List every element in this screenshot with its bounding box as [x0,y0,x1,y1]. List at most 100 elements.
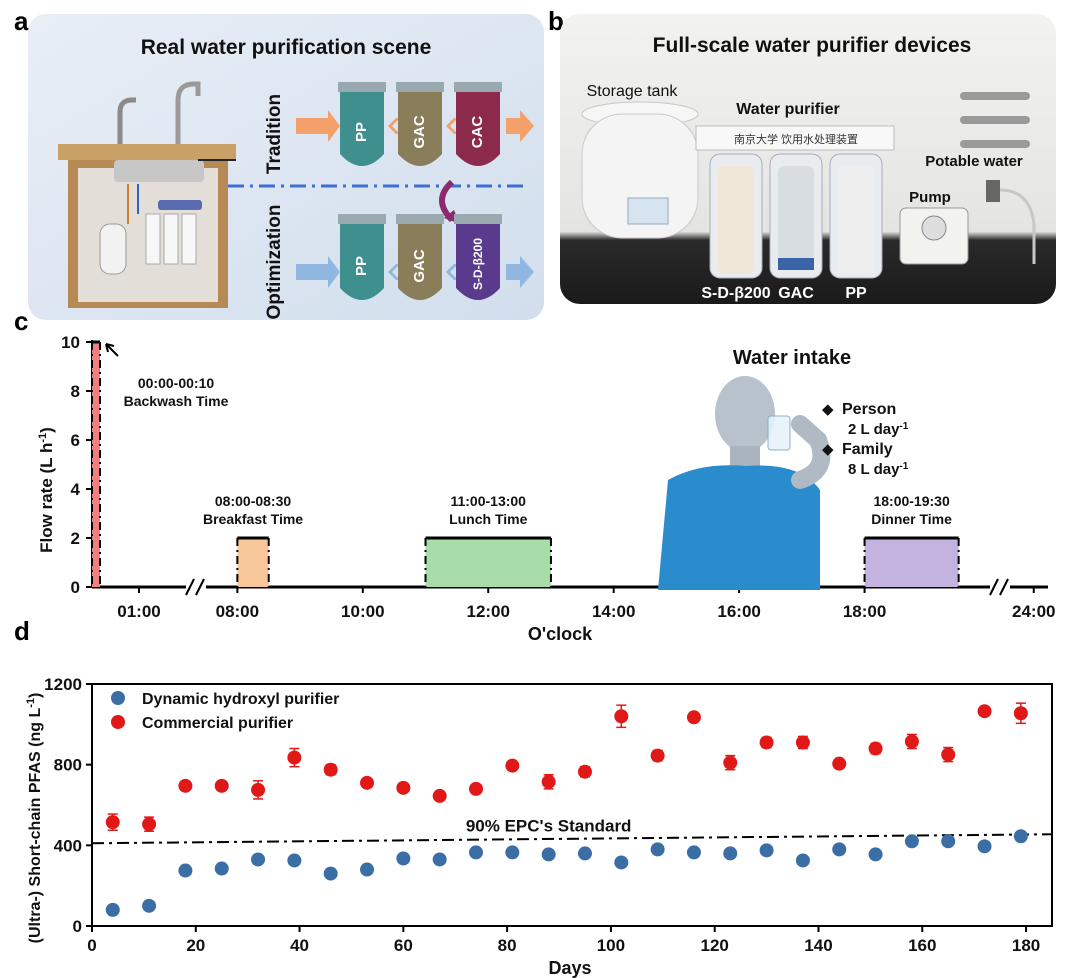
flow-block-name-label: Dinner Time [871,511,952,527]
data-point [868,847,883,862]
data-point [251,782,266,797]
flow-rate-xtick-label: 24:00 [1012,602,1055,621]
panel-b-title: Full-scale water purifier devices [653,34,972,57]
data-point [904,834,919,849]
label-cartridge-gac: GAC [778,285,814,302]
pfas-xtick-label: 140 [804,936,832,955]
flow-rate-xtick-label: 10:00 [341,602,384,621]
data-point [759,735,774,750]
data-point [214,861,229,876]
flow-block-name-label: Lunch Time [449,511,528,527]
pfas-xtick-label: 20 [186,936,205,955]
flow-rate-block-labels: 00:00-00:10 Backwash Time 08:00-08:30 Break… [105,343,952,527]
pfas-xlabel: Days [548,958,591,978]
flow-block-0 [92,342,100,587]
optimization-filter-row: PP GAC S-D-β200 [296,214,534,300]
data-point [795,853,810,868]
family-label: Family [842,441,893,458]
panel-d-letter: d [14,616,30,646]
flow-block-time-label: 11:00-13:00 [450,493,526,509]
flow-rate-chart: 00:00-00:10 Backwash Time 08:00-08:30 Break… [37,333,1055,644]
data-point [577,846,592,861]
data-point [723,755,738,770]
filter-gac-top: GAC [396,82,444,166]
panel-a-letter: a [14,6,29,36]
pump-device [899,207,969,265]
data-point [105,902,120,917]
data-point [105,815,120,830]
flow-block-3 [864,538,959,587]
data-point [686,710,701,725]
data-point [360,862,375,877]
data-point [650,748,665,763]
person-drinking-illustration [658,376,831,590]
flow-rate-xtick-label: 01:00 [117,602,160,621]
flow-rate-blocks [91,340,960,587]
data-point [795,735,810,750]
standard-line-group: 90% EPC's Standard [91,816,1053,845]
data-point [287,853,302,868]
potable-water-tap [986,180,1036,264]
data-point [178,863,193,878]
pfas-axes-frame [91,683,1053,927]
panel-b-letter: b [548,6,564,36]
data-point [469,845,483,860]
data-point [832,756,847,771]
pfas-ylabel: (Ultra-) Short-chain PFAS (ng L-1) [25,693,44,944]
flow-rate-ytick-label: 6 [71,431,80,450]
backwash-arrow [105,343,119,357]
filter-pp-top-label: PP [353,122,370,142]
axis-break-mark [195,578,205,596]
pfas-xtick-label: 80 [498,936,517,955]
flow-block-time-label: 18:00-19:30 [873,493,949,509]
flow-rate-xtick-label: 18:00 [843,602,886,621]
pfas-xtick-label: 60 [394,936,413,955]
data-point [686,845,701,860]
flow-rate-xtick-label: 16:00 [717,602,760,621]
family-bullet: ◆ [822,441,834,458]
tradition-filter-row: PP GAC CAC [296,82,534,166]
flow-block-time-label: 08:00-08:30 [215,493,291,509]
row-label-tradition: Tradition [264,94,285,174]
data-point [759,843,774,858]
data-point [178,778,193,793]
data-point [541,774,556,789]
legend-marker [111,715,125,729]
flow-rate-ytick-label: 2 [71,529,80,548]
data-point [323,762,338,777]
panel-a-scene: Real water purification scene Tradition … [28,14,544,320]
data-point [505,845,520,860]
data-point [832,842,847,857]
pfas-ytick-label: 800 [54,756,82,775]
data-point [432,852,447,867]
data-point [941,834,956,849]
standard-line [91,833,1053,845]
filter-sdb-bottom-label: S-D-β200 [471,238,485,290]
data-point [614,855,629,870]
flow-rate-ytick-label: 0 [71,578,80,597]
axis-break-mark [185,578,195,596]
flow-rate-xtick-label: 12:00 [466,602,509,621]
pfas-ytick-label: 400 [54,836,82,855]
data-point [904,734,919,749]
data-point [432,788,447,803]
data-point [541,847,556,862]
purifier-header-plate [695,125,895,151]
data-point [505,758,520,773]
data-point [323,866,338,881]
pfas-legend: Dynamic hydroxyl purifier Commercial puri… [111,691,339,732]
legend-label: Commercial purifier [142,715,293,732]
data-point [1013,829,1028,844]
pfas-xtick-label: 120 [701,936,729,955]
storage-tank [581,101,699,239]
pfas-xtick-label: 0 [87,936,96,955]
panel-b-photo: Full-scale water purifier devices Storag… [560,14,1056,304]
pfas-plot-border [91,683,1053,927]
flow-rate-ytick-label: 4 [71,480,81,499]
legend-label: Dynamic hydroxyl purifier [142,691,339,708]
panel-a-title: Real water purification scene [141,36,432,59]
flow-block-name-label: Breakfast Time [203,511,303,527]
filter-cac-top: CAC [454,82,502,166]
label-cartridge-pp: PP [845,285,867,302]
pfas-xtick-label: 160 [908,936,936,955]
